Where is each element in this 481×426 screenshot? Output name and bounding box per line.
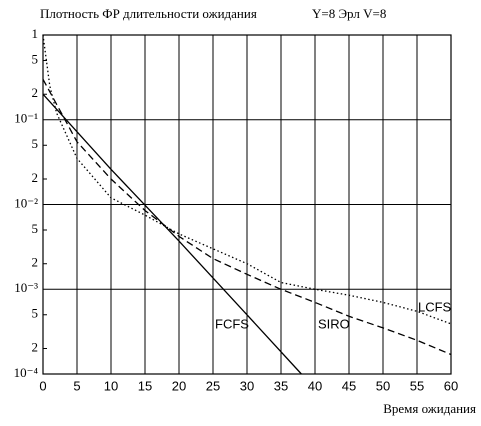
x-axis-label: Время ожидания xyxy=(383,401,476,416)
series-label: SIRO xyxy=(318,316,350,331)
x-tick-label: 35 xyxy=(274,378,288,393)
y-tick-label: 5 xyxy=(32,51,39,66)
y-tick-label: 2 xyxy=(32,170,39,185)
y-tick-label: 10⁻⁴ xyxy=(14,365,39,380)
y-tick-label: 10⁻¹ xyxy=(14,111,38,126)
x-tick-label: 25 xyxy=(206,378,220,393)
x-tick-label: 50 xyxy=(376,378,390,393)
series-line xyxy=(42,93,302,375)
x-tick-label: 40 xyxy=(308,378,322,393)
x-tick-label: 10 xyxy=(104,378,118,393)
y-tick-label: 5 xyxy=(32,306,39,321)
x-tick-label: 15 xyxy=(138,378,152,393)
series-line xyxy=(42,78,452,356)
y-tick-label: 1 xyxy=(32,26,39,41)
series-label: LCFS xyxy=(418,299,452,314)
x-tick-label: 0 xyxy=(39,378,46,393)
y-tick-label: 2 xyxy=(32,255,39,270)
y-tick-label: 5 xyxy=(32,221,39,236)
y-tick-label: 10⁻² xyxy=(14,195,38,210)
annotation: Y=8 Эрл V=8 xyxy=(312,6,386,21)
chart-title: Плотность ФР длительности ожидания xyxy=(40,6,257,21)
series-label: FCFS xyxy=(215,316,249,331)
x-tick-label: 30 xyxy=(240,378,254,393)
x-tick-label: 5 xyxy=(73,378,80,393)
y-tick-label: 2 xyxy=(32,339,39,354)
x-tick-label: 60 xyxy=(444,378,458,393)
y-tick-label: 5 xyxy=(32,136,39,151)
y-tick-label: 2 xyxy=(32,85,39,100)
x-tick-label: 20 xyxy=(172,378,186,393)
x-tick-label: 55 xyxy=(410,378,424,393)
y-tick-label: 10⁻³ xyxy=(14,280,38,295)
x-tick-label: 45 xyxy=(342,378,356,393)
